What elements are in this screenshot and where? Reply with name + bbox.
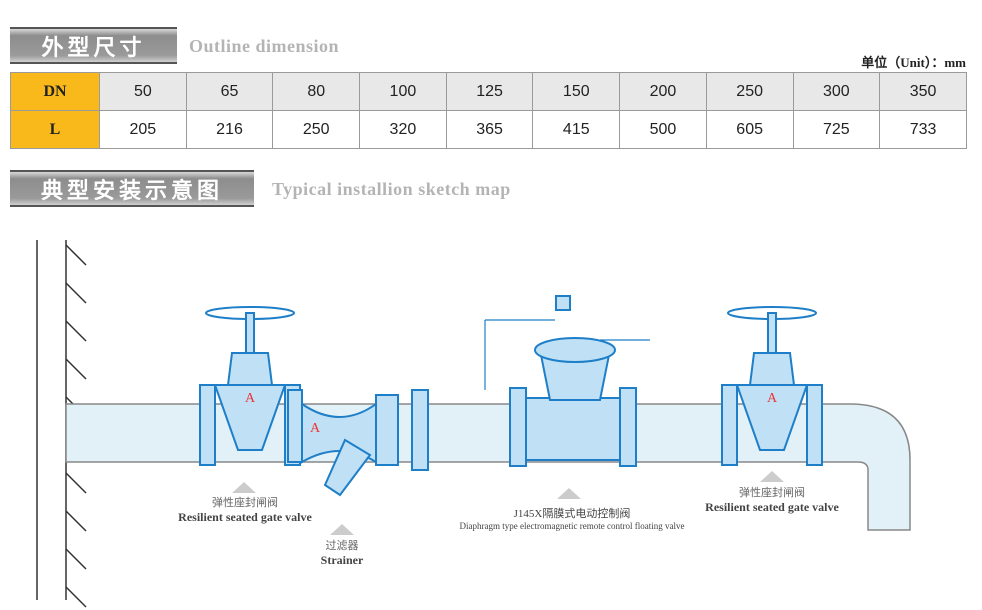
table-row-l: L 205 216 250 320 365 415 500 605 725 73… bbox=[10, 110, 967, 149]
svg-text:A: A bbox=[245, 391, 256, 406]
pointer-triangle bbox=[760, 471, 784, 482]
label-en: Diaphragm type electromagnetic remote co… bbox=[459, 521, 685, 531]
table-cell: 320 bbox=[359, 110, 447, 149]
label-en: Resilient seated gate valve bbox=[178, 510, 312, 524]
outline-dimension-subtitle: Outline dimension bbox=[189, 36, 340, 56]
installation-sketch-subtitle: Typical installion sketch map bbox=[272, 179, 511, 199]
control-valve bbox=[484, 295, 650, 467]
table-cell: 100 bbox=[359, 72, 447, 111]
svg-text:A: A bbox=[767, 391, 778, 406]
outline-dimension-heading: 外型尺寸 bbox=[10, 27, 177, 64]
table-cell: 150 bbox=[532, 72, 621, 111]
pointer-triangle bbox=[330, 524, 354, 535]
pointer-triangle bbox=[557, 488, 581, 499]
table-cell: 733 bbox=[879, 110, 967, 149]
table-cell: 365 bbox=[445, 110, 534, 149]
svg-text:A: A bbox=[310, 421, 321, 436]
wall-hatch bbox=[65, 244, 87, 266]
control-valve-label: J145X隔膜式电动控制阀 Diaphragm type electromagn… bbox=[460, 505, 685, 531]
table-cell: 500 bbox=[619, 110, 707, 149]
label-en: Strainer bbox=[320, 553, 364, 567]
label-zh: 弹性座封闸阀 bbox=[211, 497, 278, 509]
wall-hatch bbox=[65, 586, 87, 608]
gate-valve-1-label: 弹性座封闸阀 Resilient seated gate valve bbox=[178, 494, 312, 525]
row-label: L bbox=[10, 110, 100, 149]
pointer-triangles bbox=[232, 471, 784, 535]
label-zh: 弹性座封闸阀 bbox=[738, 487, 805, 499]
wall-hatch bbox=[65, 510, 87, 532]
label-en: Resilient seated gate valve bbox=[705, 500, 839, 514]
wall-hatch bbox=[65, 472, 87, 494]
table-cell: 125 bbox=[445, 72, 534, 111]
label-zh: 过滤器 bbox=[325, 540, 359, 552]
wall-hatch bbox=[65, 548, 87, 570]
table-cell: 205 bbox=[99, 110, 187, 149]
table-cell: 350 bbox=[879, 72, 967, 111]
table-cell: 250 bbox=[705, 72, 794, 111]
strainer-label: 过滤器 Strainer bbox=[321, 537, 364, 568]
table-cell: 725 bbox=[792, 110, 881, 149]
pointer-triangle bbox=[232, 482, 256, 493]
label-zh: J145X隔膜式电动控制阀 bbox=[513, 508, 631, 520]
wall-hatch bbox=[65, 282, 87, 304]
dimension-table: DN 50 65 80 100 125 150 200 250 300 350 … bbox=[10, 72, 967, 149]
unit-label: 单位（Unit）：mm bbox=[861, 55, 966, 70]
table-cell: 605 bbox=[705, 110, 794, 149]
pipe bbox=[65, 403, 911, 531]
gate-valve-2-label: 弹性座封闸阀 Resilient seated gate valve bbox=[705, 484, 839, 515]
wall-hatch bbox=[65, 320, 87, 342]
table-cell: 65 bbox=[185, 72, 274, 111]
gate-valve-2: A bbox=[721, 306, 823, 466]
installation-sketch-heading: 典型安装示意图 bbox=[10, 170, 254, 207]
strainer: A bbox=[287, 389, 429, 497]
gate-valve-1: A bbox=[199, 306, 301, 466]
wall-hatch bbox=[65, 358, 87, 380]
